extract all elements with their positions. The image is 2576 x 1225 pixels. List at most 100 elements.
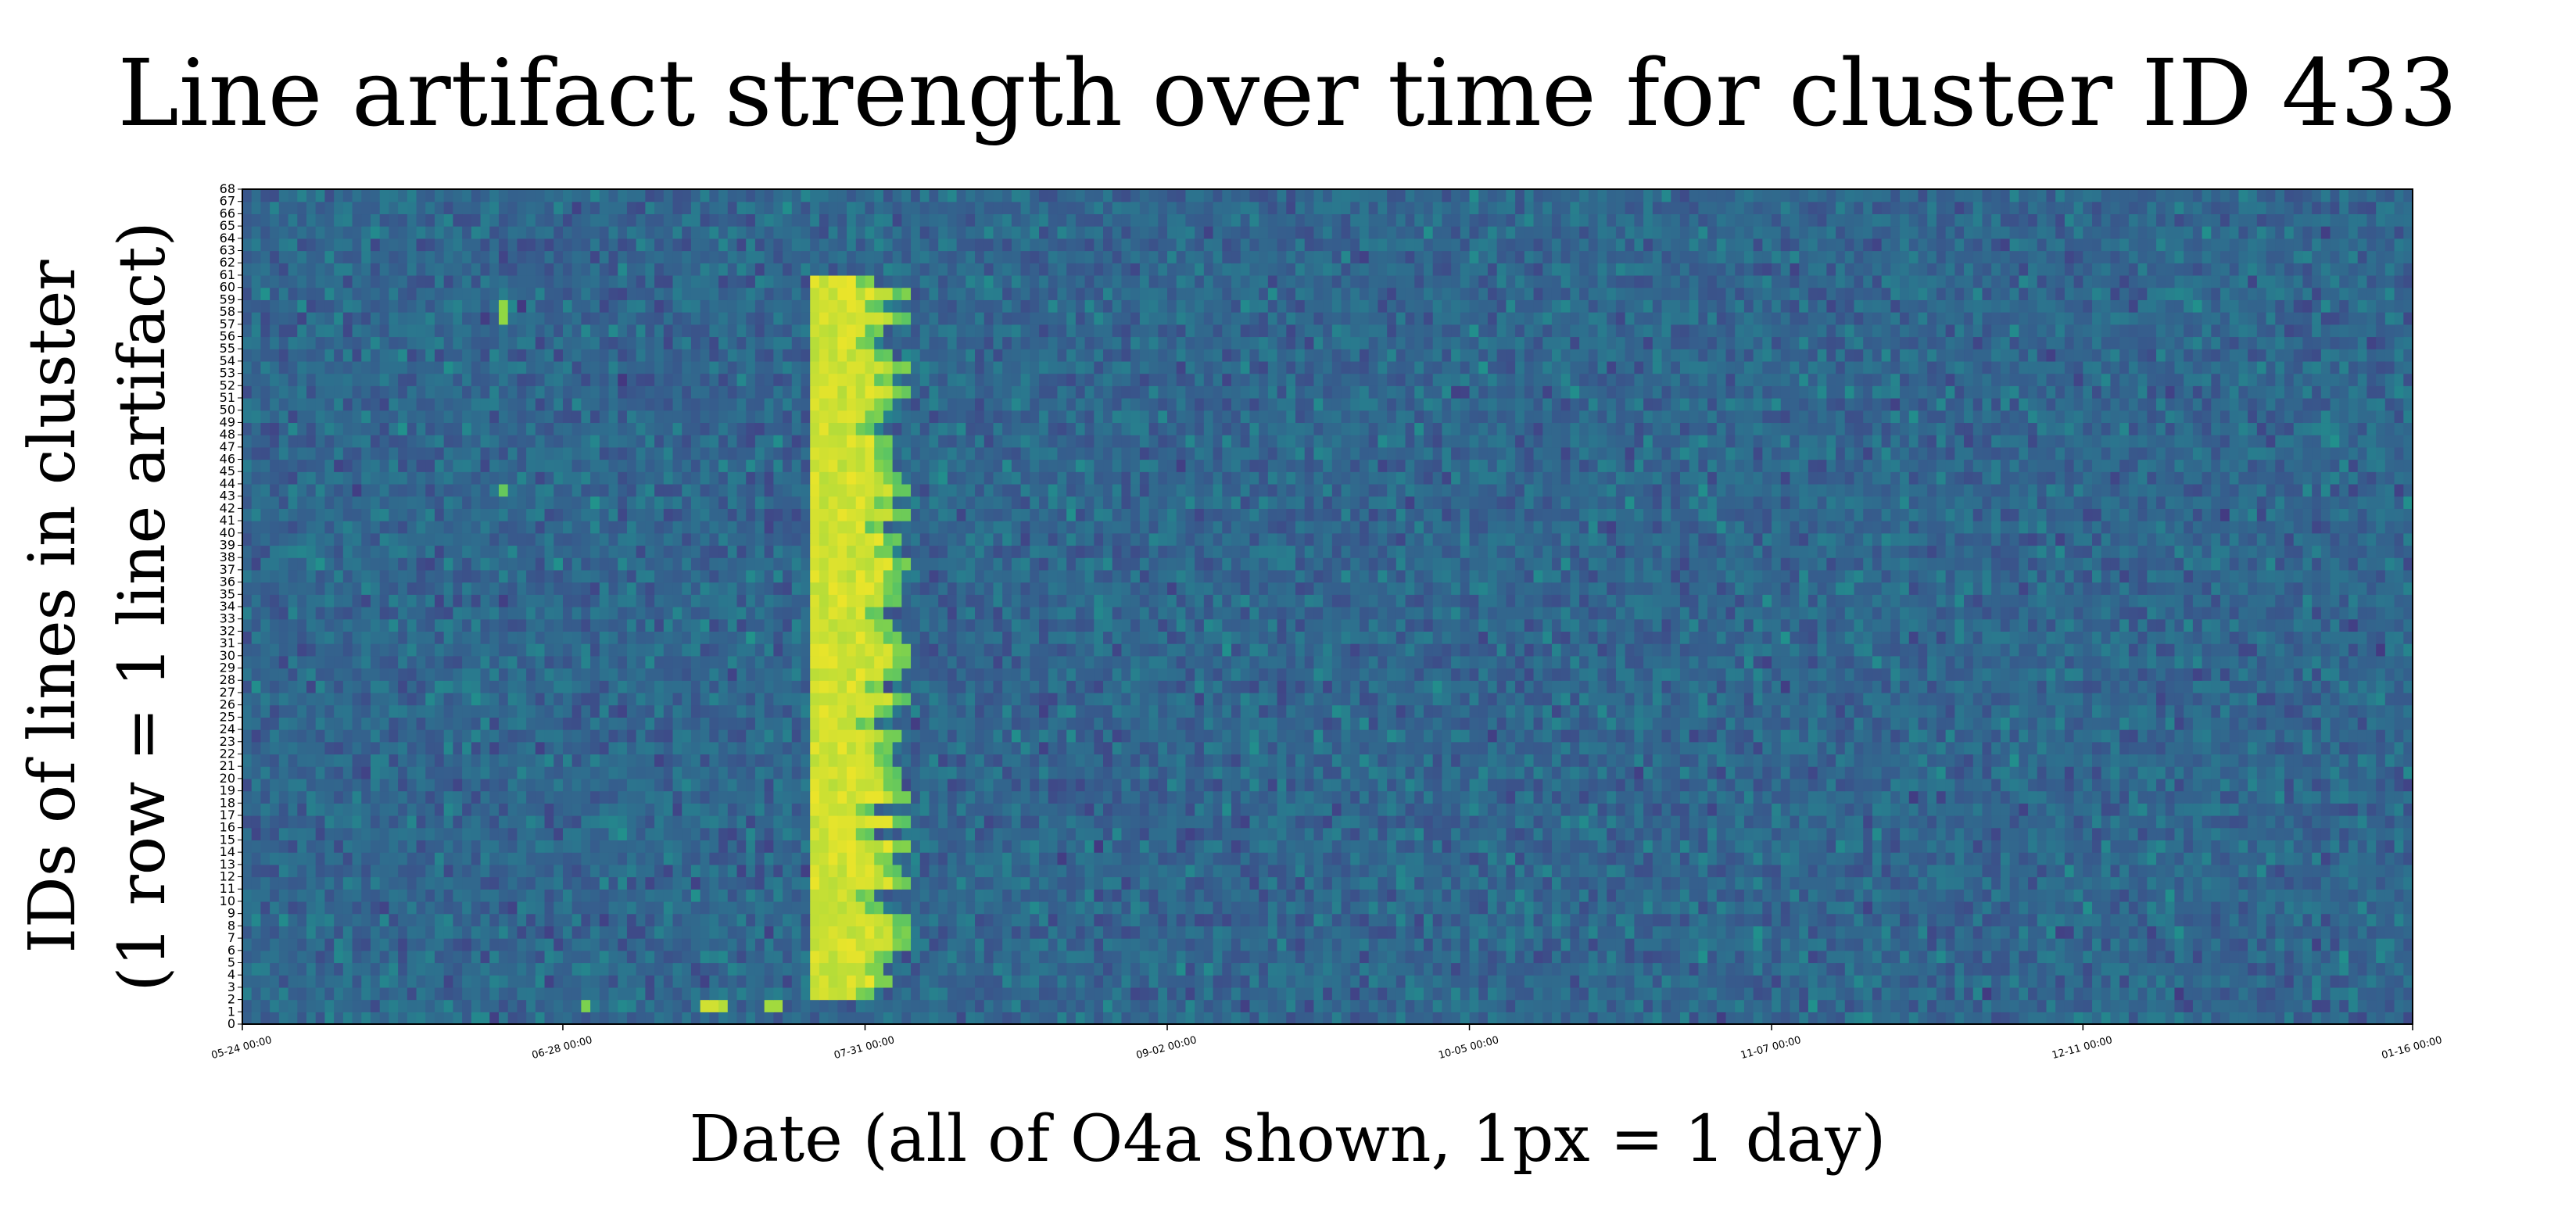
- heatmap-cell: [938, 778, 948, 792]
- heatmap-cell: [2256, 901, 2267, 915]
- heatmap-cell: [2073, 790, 2083, 804]
- heatmap-cell: [1900, 803, 1910, 816]
- heatmap-cell: [342, 803, 353, 816]
- heatmap-cell: [1900, 901, 1910, 915]
- heatmap-cell: [1075, 926, 1086, 939]
- heatmap-cell: [1799, 790, 1809, 804]
- heatmap-cell: [1048, 1012, 1059, 1025]
- heatmap-cell: [773, 901, 783, 915]
- heatmap-cell: [608, 852, 618, 865]
- heatmap-cell: [2055, 975, 2065, 988]
- heatmap-cell: [1267, 901, 1278, 915]
- heatmap-cell: [1496, 852, 1507, 865]
- heatmap-cell: [2009, 852, 2019, 865]
- heatmap-cell: [1304, 815, 1315, 829]
- heatmap-cell: [966, 827, 976, 841]
- heatmap-cell: [334, 999, 344, 1012]
- heatmap-cell: [2302, 790, 2313, 804]
- heatmap-cell: [2256, 766, 2267, 779]
- heatmap-cell: [1551, 1012, 1562, 1025]
- heatmap-cell: [2238, 987, 2248, 1001]
- heatmap-cell: [544, 913, 554, 926]
- heatmap-cell: [1304, 852, 1315, 865]
- heatmap-cell: [1652, 913, 1663, 926]
- heatmap-cell: [1451, 926, 1461, 939]
- heatmap-cell: [2376, 766, 2386, 779]
- heatmap-cell: [2266, 1012, 2276, 1025]
- heatmap-cell: [2238, 975, 2248, 988]
- heatmap-cell: [1872, 864, 1883, 878]
- heatmap-cell: [1872, 766, 1883, 779]
- heatmap-cell: [2019, 901, 2029, 915]
- heatmap-cell: [2320, 864, 2331, 878]
- heatmap-cell: [1405, 827, 1415, 841]
- heatmap-cell: [1277, 962, 1287, 976]
- heatmap-cell: [1780, 950, 1791, 964]
- heatmap-cell: [1267, 938, 1278, 951]
- heatmap-cell: [1936, 938, 1947, 951]
- heatmap-cell: [1323, 852, 1333, 865]
- heatmap-cell: [2137, 766, 2148, 779]
- heatmap-cell: [2101, 1012, 2112, 1025]
- heatmap-cell: [2064, 803, 2075, 816]
- heatmap-cell: [1579, 790, 1589, 804]
- heatmap-cell: [1634, 889, 1644, 902]
- heatmap-cell: [1066, 803, 1077, 816]
- heatmap-cell: [2064, 938, 2075, 951]
- heatmap-cell: [1249, 926, 1259, 939]
- heatmap-cell: [2293, 950, 2304, 964]
- heatmap-cell: [342, 1012, 353, 1025]
- heatmap-cell: [718, 962, 729, 976]
- heatmap-cell: [2384, 1012, 2395, 1025]
- heatmap-cell: [1231, 827, 1241, 841]
- heatmap-cell: [1542, 889, 1553, 902]
- heatmap-cell: [1203, 913, 1214, 926]
- heatmap-cell: [251, 889, 262, 902]
- heatmap-cell: [416, 778, 426, 792]
- heatmap-cell: [2073, 901, 2083, 915]
- heatmap-cell: [1176, 852, 1187, 865]
- heatmap-cell: [709, 790, 719, 804]
- heatmap-cell: [1972, 926, 1983, 939]
- heatmap-cell: [2083, 901, 2093, 915]
- heatmap-cell: [1331, 999, 1342, 1012]
- heatmap-cell: [1267, 962, 1278, 976]
- heatmap-cell: [911, 766, 921, 779]
- heatmap-cell: [1222, 827, 1232, 841]
- heatmap-cell: [1405, 876, 1415, 890]
- heatmap-cell: [837, 790, 847, 804]
- heatmap-cell: [828, 864, 838, 878]
- heatmap-cell: [2293, 913, 2304, 926]
- heatmap-cell: [654, 778, 665, 792]
- heatmap-cell: [1634, 975, 1644, 988]
- heatmap-cell: [2019, 913, 2029, 926]
- heatmap-cell: [1579, 1012, 1589, 1025]
- heatmap-cell: [2202, 889, 2212, 902]
- heatmap-cell: [1148, 864, 1159, 878]
- heatmap-cell: [2348, 1012, 2359, 1025]
- heatmap-cell: [791, 987, 802, 1001]
- heatmap-cell: [874, 901, 884, 915]
- heatmap-cell: [1084, 876, 1095, 890]
- heatmap-cell: [379, 754, 390, 767]
- heatmap-cell: [1195, 852, 1205, 865]
- heatmap-cell: [1945, 938, 1955, 951]
- heatmap-cell: [1506, 876, 1516, 890]
- heatmap-cell: [865, 790, 875, 804]
- heatmap-cell: [1360, 766, 1370, 779]
- heatmap-cell: [1872, 913, 1883, 926]
- heatmap-cell: [1304, 840, 1315, 853]
- heatmap-cell: [581, 827, 591, 841]
- heatmap-cell: [2238, 913, 2248, 926]
- heatmap-cell: [1780, 778, 1791, 792]
- heatmap-cell: [1515, 926, 1525, 939]
- heatmap-cell: [1368, 803, 1379, 816]
- heatmap-cell: [352, 803, 362, 816]
- heatmap-cell: [361, 852, 371, 865]
- heatmap-cell: [1084, 840, 1095, 853]
- heatmap-cell: [471, 987, 482, 1001]
- heatmap-cell: [1231, 889, 1241, 902]
- heatmap-cell: [1313, 766, 1324, 779]
- heatmap-cell: [682, 901, 692, 915]
- heatmap-cell: [526, 926, 536, 939]
